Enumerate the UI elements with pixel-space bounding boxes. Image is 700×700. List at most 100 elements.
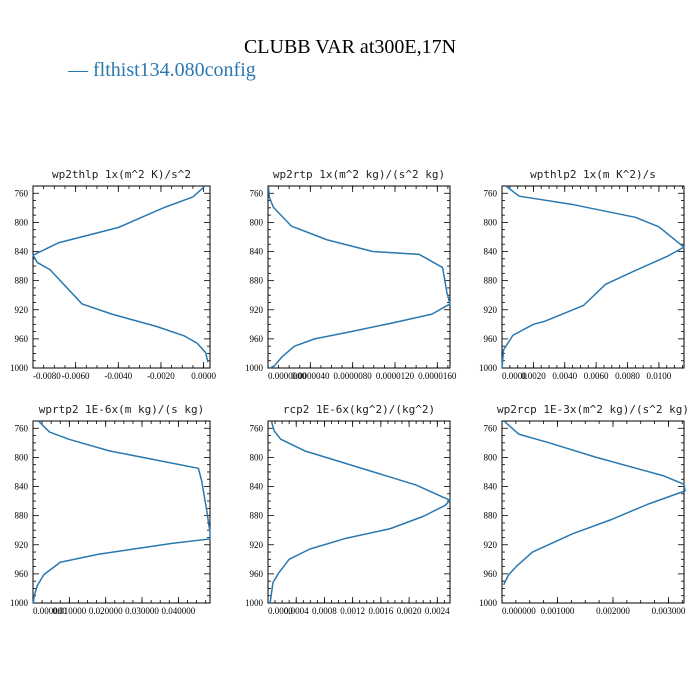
x-tick-label: 0.001000	[541, 606, 575, 616]
series-line	[269, 421, 451, 604]
x-tick-label: 0.002000	[596, 606, 630, 616]
y-tick-label: 880	[250, 511, 264, 521]
series-line	[267, 186, 451, 369]
panel-frame	[501, 185, 685, 369]
x-tick-label: 0.0000160	[418, 371, 457, 381]
x-tick-label: 0.0000040	[291, 371, 330, 381]
y-tick-label: 880	[250, 276, 264, 286]
x-tick-label: -0.0040	[104, 371, 132, 381]
y-tick-label: 760	[250, 188, 264, 198]
x-tick-label: 0.040000	[162, 606, 196, 616]
y-tick-label: 920	[484, 305, 498, 315]
x-tick-label: 0.0000	[268, 606, 293, 616]
y-tick-label: 1000	[479, 598, 498, 608]
y-tick-label: 920	[484, 540, 498, 550]
panel-frame	[501, 420, 685, 604]
y-tick-label: 960	[484, 334, 498, 344]
y-tick-label: 800	[484, 217, 498, 227]
x-tick-label: 0.000000	[502, 606, 536, 616]
x-tick-label: 0.0012	[340, 606, 365, 616]
series-line	[32, 186, 209, 363]
x-tick-label: 0.0000	[502, 371, 527, 381]
y-tick-label: 800	[15, 452, 29, 462]
y-tick-label: 880	[15, 276, 29, 286]
panel-5: rcp2 1E-6x(kg^2)/(kg^2) 760 800 840 880 920 96…	[245, 403, 451, 616]
y-tick-label: 960	[250, 569, 264, 579]
panel-title: rcp2 1E-6x(kg^2)/(kg^2)	[283, 403, 435, 416]
y-tick-label: 920	[250, 305, 264, 315]
panel-6: wp2rcp 1E-3x(m^2 kg)/(s^2 kg) 760 800 840 88…	[479, 403, 689, 616]
y-tick-label: 840	[484, 482, 498, 492]
y-tick-label: 960	[15, 334, 29, 344]
y-tick-label: 1000	[479, 363, 498, 373]
x-tick-label: 0.0020	[397, 606, 422, 616]
y-tick-label: 840	[484, 247, 498, 257]
x-tick-label: 0.0016	[368, 606, 393, 616]
x-tick-label: 0.0040	[552, 371, 577, 381]
y-tick-label: 880	[15, 511, 29, 521]
x-tick-label: -0.0020	[147, 371, 175, 381]
x-tick-label: 0.0004	[284, 606, 309, 616]
x-tick-label: 0.030000	[125, 606, 159, 616]
x-tick-label: 0.0020	[521, 371, 546, 381]
y-tick-label: 960	[250, 334, 264, 344]
y-tick-label: 840	[15, 247, 29, 257]
x-tick-label: 0.020000	[89, 606, 123, 616]
panel-title: wpthlp2 1x(m K^2)/s	[530, 168, 656, 181]
y-tick-label: 920	[250, 540, 264, 550]
panel-2: wp2rtp 1x(m^2 kg)/(s^2 kg) 760 800 840 880 92…	[245, 168, 457, 381]
y-tick-label: 800	[15, 217, 29, 227]
y-tick-label: 920	[15, 305, 29, 315]
x-tick-label: -0.0060	[62, 371, 90, 381]
x-tick-label: -0.0080	[33, 371, 61, 381]
y-tick-label: 760	[15, 188, 29, 198]
series-line	[502, 421, 686, 586]
panel-frame	[267, 185, 451, 369]
panel-title: wp2thlp 1x(m^2 K)/s^2	[52, 168, 191, 181]
x-tick-label: 0.0000120	[376, 371, 415, 381]
panel-4: wprtp2 1E-6x(m kg)/(s kg) 760 800 840 880 920…	[10, 403, 211, 616]
panel-frame	[267, 420, 451, 604]
y-tick-label: 1000	[245, 363, 264, 373]
y-tick-label: 1000	[10, 363, 29, 373]
x-tick-label: 0.010000	[52, 606, 86, 616]
y-tick-label: 1000	[10, 598, 29, 608]
legend: — flthist134.080config	[68, 59, 256, 82]
x-tick-label: 0.003000	[652, 606, 686, 616]
x-tick-label: 0.0060	[584, 371, 609, 381]
y-tick-label: 760	[484, 423, 498, 433]
panel-frame	[32, 420, 211, 604]
x-tick-label: 0.0080	[615, 371, 640, 381]
y-tick-label: 960	[15, 569, 29, 579]
x-tick-label: 0.0100	[647, 371, 672, 381]
y-tick-label: 1000	[245, 598, 264, 608]
x-tick-label: 0.0000080	[334, 371, 373, 381]
y-tick-label: 800	[250, 452, 264, 462]
panel-title: wp2rtp 1x(m^2 kg)/(s^2 kg)	[273, 168, 445, 181]
x-tick-label: 0.000000	[33, 606, 67, 616]
x-tick-label: 0.0000	[191, 371, 216, 381]
legend-label: flthist134.080config	[93, 59, 256, 81]
y-tick-label: 760	[250, 423, 264, 433]
series-line	[32, 421, 211, 604]
y-tick-label: 800	[484, 452, 498, 462]
panel-3: wpthlp2 1x(m K^2)/s 760 800 840 880 920 960 100…	[479, 168, 685, 381]
series-line	[501, 186, 685, 369]
x-tick-label: 0.0024	[425, 606, 450, 616]
page-title: CLUBB VAR at300E,17N	[243, 36, 457, 58]
panel-title: wp2rcp 1E-3x(m^2 kg)/(s^2 kg)	[497, 403, 689, 416]
y-tick-label: 840	[250, 482, 264, 492]
x-tick-label: 0.0008	[312, 606, 337, 616]
y-tick-label: 840	[15, 482, 29, 492]
y-tick-label: 960	[484, 569, 498, 579]
y-tick-label: 800	[250, 217, 264, 227]
panel-frame	[32, 185, 211, 369]
y-tick-label: 920	[15, 540, 29, 550]
legend-line-swatch: —	[68, 59, 88, 81]
y-tick-label: 840	[250, 247, 264, 257]
y-tick-label: 880	[484, 511, 498, 521]
panel-1: wp2thlp 1x(m^2 K)/s^2 760 800 840 880 920 960 1…	[10, 168, 216, 381]
y-tick-label: 760	[484, 188, 498, 198]
x-tick-label: 0.0000000	[268, 371, 307, 381]
